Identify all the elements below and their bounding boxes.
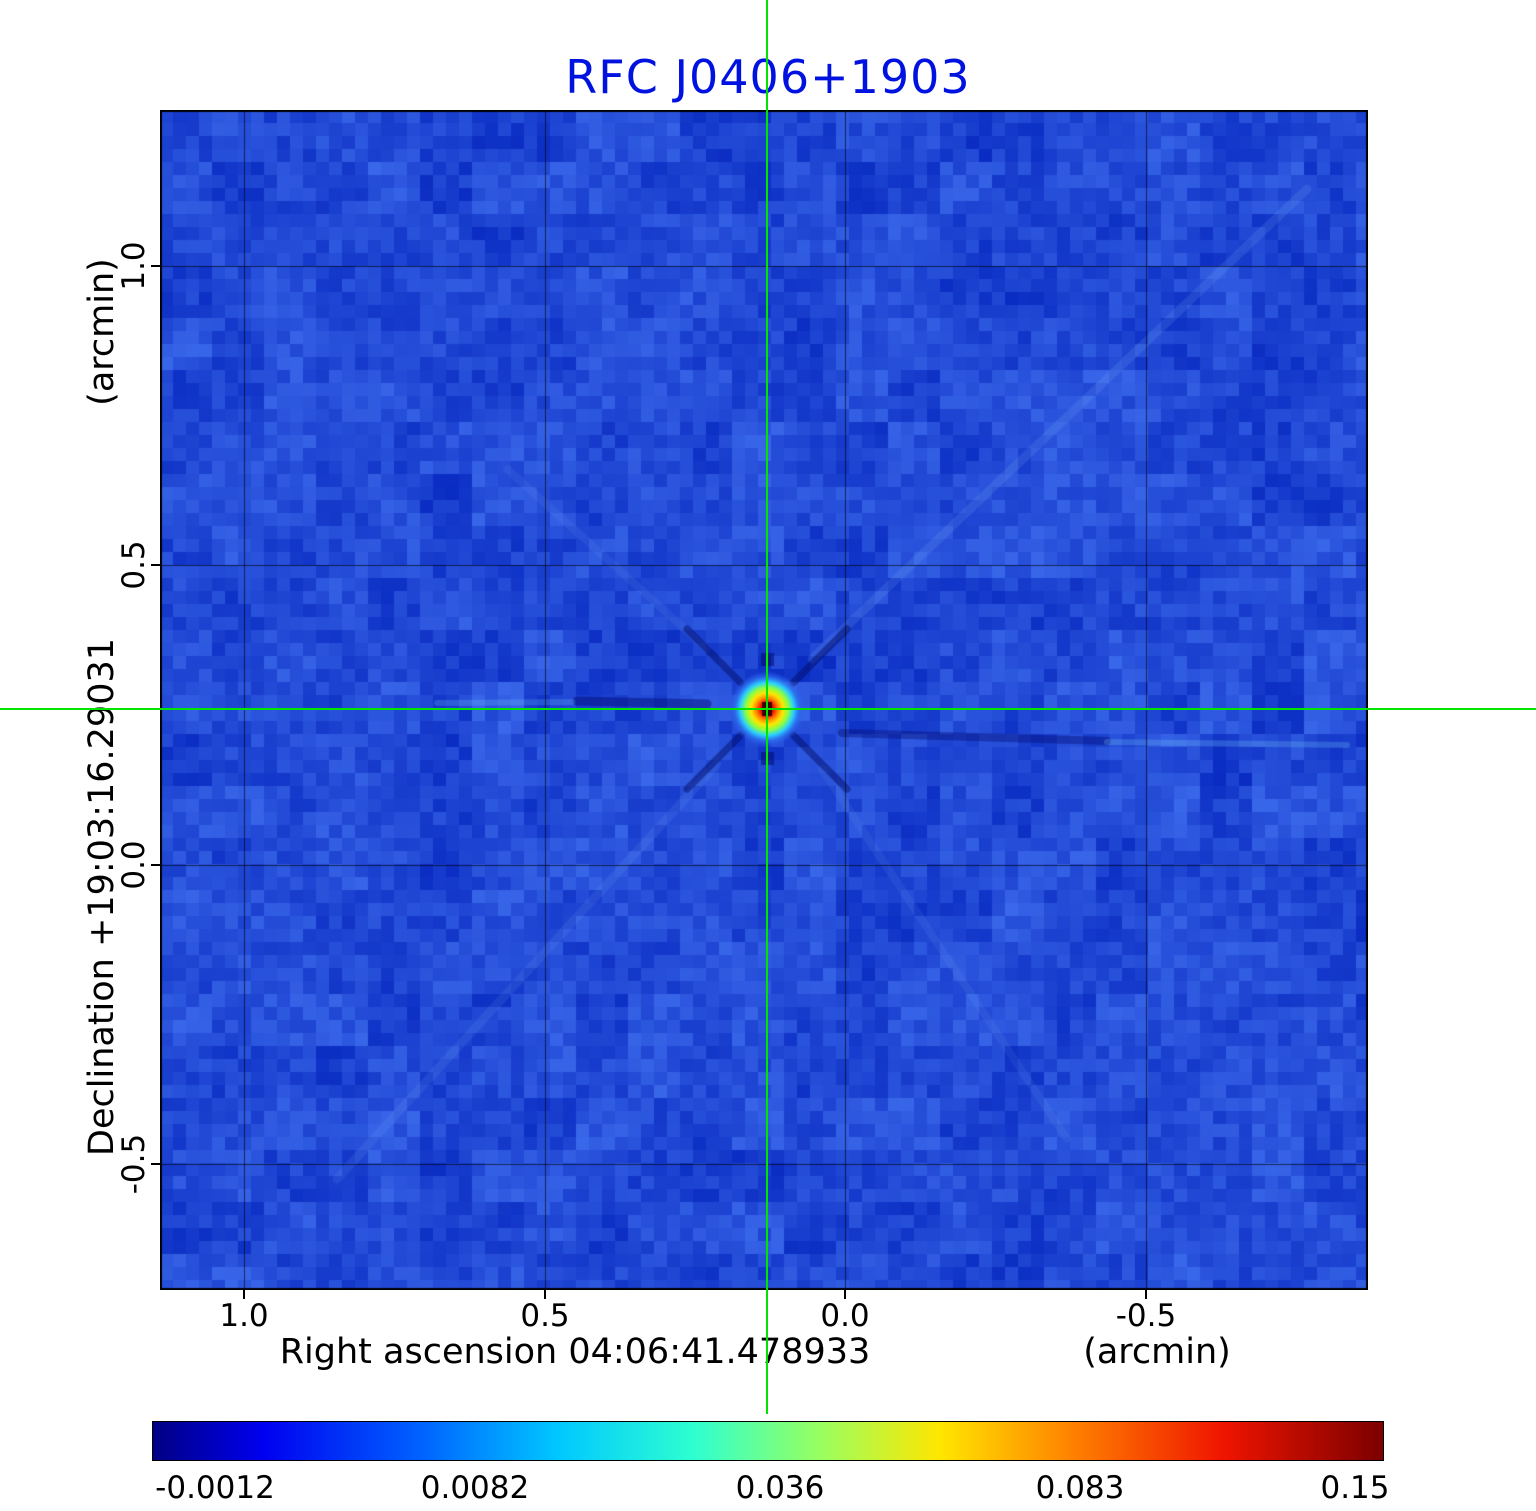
- x-tick-label-4: -0.5: [1115, 1298, 1177, 1334]
- colorbar-tick-label-1: -0.0012: [155, 1470, 275, 1506]
- x-axis-unit: (arcmin): [1083, 1332, 1231, 1372]
- colorbar-tick-label-3: 0.036: [735, 1470, 825, 1506]
- colorbar-gradient: [152, 1421, 1384, 1461]
- y-axis-unit: (arcmin): [82, 258, 122, 406]
- colorbar-tick-label-2: 0.0082: [420, 1470, 530, 1506]
- y-axis-label: Declination +19:03:16.29031: [82, 638, 122, 1156]
- x-tick-label-2: 0.5: [520, 1298, 570, 1334]
- y-tick-label-2: 0.5: [116, 540, 152, 590]
- x-tick-label-3: 0.0: [820, 1298, 870, 1334]
- x-tick-mark: [243, 1290, 245, 1299]
- colorbar-tick-label-4: 0.083: [1035, 1470, 1125, 1506]
- x-tick-label-1: 1.0: [219, 1298, 269, 1334]
- x-tick-mark: [844, 1290, 846, 1299]
- x-tick-mark: [1145, 1290, 1147, 1299]
- sky-image-canvas: [160, 110, 1368, 1290]
- y-tick-mark: [151, 265, 160, 267]
- y-tick-mark: [151, 564, 160, 566]
- x-tick-mark: [544, 1290, 546, 1299]
- sky-image-plot: [160, 110, 1368, 1290]
- plot-title: RFC J0406+1903: [565, 50, 971, 104]
- crosshair-vertical-line: [766, 0, 768, 1414]
- x-axis-label: Right ascension 04:06:41.478933: [279, 1332, 871, 1372]
- y-tick-mark: [151, 1163, 160, 1165]
- y-tick-mark: [151, 864, 160, 866]
- crosshair-horizontal-line: [0, 708, 1536, 710]
- colorbar-tick-label-5: 0.15: [1320, 1470, 1390, 1506]
